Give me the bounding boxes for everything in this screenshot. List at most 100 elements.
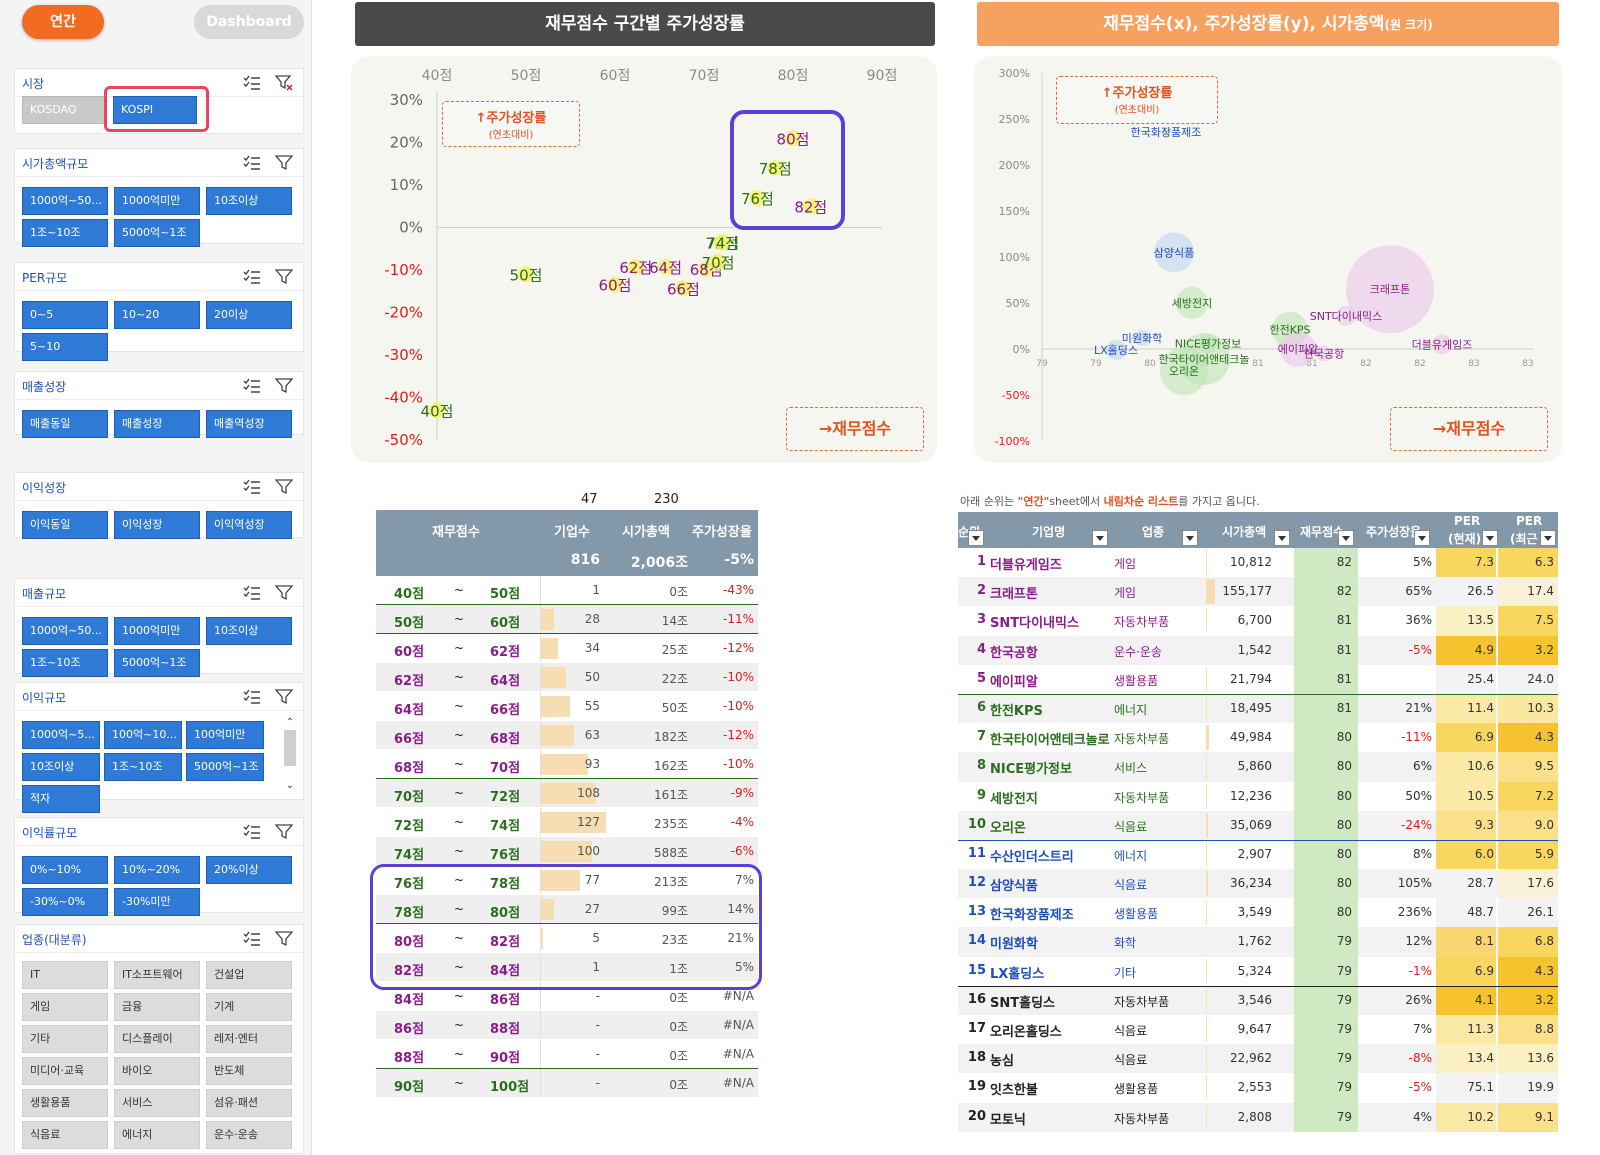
slicer-button[interactable]: 10~20 [114, 301, 200, 329]
slicer-button[interactable]: 게임 [22, 993, 108, 1021]
slicer-button[interactable]: 10조이상 [206, 617, 292, 645]
multi-select-icon[interactable] [243, 689, 261, 705]
clear-filter-icon[interactable] [275, 931, 293, 947]
ranking-row[interactable]: 4 한국공항 운수·운송 1,542 81 -5% 4.9 3.2 [958, 635, 1558, 665]
slicer-button[interactable]: 에너지 [114, 1121, 200, 1149]
ranking-row[interactable]: 6 한전KPS 에너지 18,495 81 21% 11.4 10.3 [958, 693, 1558, 724]
ret-filter-dropdown[interactable] [1414, 530, 1430, 546]
ranking-row[interactable]: 8 NICE평가정보 서비스 5,860 80 6% 10.6 9.5 [958, 752, 1558, 782]
per1-filter-dropdown[interactable] [1482, 530, 1498, 546]
score-filter-dropdown[interactable] [1338, 530, 1354, 546]
slicer-button[interactable]: 매출역성장 [206, 410, 292, 438]
multi-select-icon[interactable] [243, 479, 261, 495]
clear-filter-icon[interactable] [275, 269, 293, 285]
slicer-button[interactable]: 5000억~1조 [186, 753, 264, 781]
ranking-row[interactable]: 11 수산인더스트리 에너지 2,907 80 8% 6.0 5.9 [958, 839, 1558, 870]
slicer-button[interactable]: 1조~10조 [22, 649, 108, 677]
slicer-button[interactable]: 미디어·교육 [22, 1057, 108, 1085]
slicer-button[interactable]: 금융 [114, 993, 200, 1021]
slicer-button[interactable]: -30%미만 [114, 888, 200, 916]
clear-filter-icon[interactable] [275, 155, 293, 171]
clear-filter-icon[interactable] [275, 585, 293, 601]
slicer-button[interactable]: 기계 [206, 993, 292, 1021]
slicer-button[interactable]: 0~5 [22, 301, 108, 329]
slicer-button[interactable]: KOSPI [113, 96, 197, 124]
ranking-row[interactable]: 12 삼양식품 식음료 36,234 80 105% 28.7 17.6 [958, 869, 1558, 899]
tab-dashboard[interactable]: Dashboard [194, 5, 304, 39]
ranking-row[interactable]: 18 농심 식음료 22,962 79 -8% 13.4 13.6 [958, 1044, 1558, 1074]
slicer-button[interactable]: 1000억미만 [114, 187, 200, 215]
multi-select-icon[interactable] [243, 585, 261, 601]
multi-select-icon[interactable] [243, 824, 261, 840]
multi-select-icon[interactable] [243, 155, 261, 171]
slicer-button[interactable]: 10%~20% [114, 856, 200, 884]
slicer-button[interactable]: 건설업 [206, 961, 292, 989]
slicer-button[interactable]: 운수·운송 [206, 1121, 292, 1149]
scroll-thumb[interactable] [284, 730, 296, 766]
ranking-row[interactable]: 14 미원화학 화학 1,762 79 12% 8.1 6.8 [958, 927, 1558, 957]
ranking-row[interactable]: 5 에이피알 생활용품 21,794 81 25.4 24.0 [958, 664, 1558, 694]
slicer-button[interactable]: IT [22, 961, 108, 989]
slicer-button[interactable]: 10조이상 [22, 753, 100, 781]
ranking-row[interactable]: 1 더블유게임즈 게임 10,812 82 5% 7.3 6.3 [958, 548, 1558, 578]
slicer-button[interactable]: 20이상 [206, 301, 292, 329]
slicer-button[interactable]: 섬유·패션 [206, 1089, 292, 1117]
slicer-button[interactable]: 100억미만 [186, 721, 264, 749]
ranking-row[interactable]: 16 SNT홀딩스 자동차부품 3,546 79 26% 4.1 3.2 [958, 985, 1558, 1015]
slicer-button[interactable]: -30%~0% [22, 888, 108, 916]
slicer-button[interactable]: 적자 [22, 785, 100, 813]
ranking-row[interactable]: 2 크래프톤 게임 155,177 82 65% 26.5 17.4 [958, 577, 1558, 607]
multi-select-icon[interactable] [243, 269, 261, 285]
slicer-scrollbar[interactable]: ⌃ ⌄ [283, 717, 297, 797]
ranking-row[interactable]: 17 오리온홀딩스 식음료 9,647 79 7% 11.3 8.8 [958, 1015, 1558, 1045]
multi-select-icon[interactable] [243, 931, 261, 947]
clear-filter-icon[interactable] [275, 824, 293, 840]
slicer-button[interactable]: 5000억~1조 [114, 219, 200, 247]
ranking-row[interactable]: 7 한국타이어앤테크놀로 자동차부품 49,984 80 -11% 6.9 4.3 [958, 723, 1558, 753]
slicer-button[interactable]: 바이오 [114, 1057, 200, 1085]
slicer-button[interactable]: 서비스 [114, 1089, 200, 1117]
scroll-up-icon[interactable]: ⌃ [285, 717, 295, 728]
clear-filter-icon[interactable] [275, 479, 293, 495]
slicer-button[interactable]: 레저·엔터 [206, 1025, 292, 1053]
slicer-button[interactable]: 이익성장 [114, 511, 200, 539]
ranking-row[interactable]: 13 한국화장품제조 생활용품 3,549 80 236% 48.7 26.1 [958, 898, 1558, 928]
clear-filter-icon[interactable] [275, 378, 293, 394]
multi-select-icon[interactable] [243, 75, 261, 91]
slicer-button[interactable]: 1000억~5... [22, 721, 100, 749]
tab-annual[interactable]: 연간 [22, 5, 104, 39]
cap-filter-dropdown[interactable] [1274, 530, 1290, 546]
slicer-button[interactable]: IT소프트웨어 [114, 961, 200, 989]
scroll-down-icon[interactable]: ⌄ [285, 780, 295, 791]
per2-filter-dropdown[interactable] [1540, 530, 1556, 546]
ranking-row[interactable]: 20 모토닉 자동차부품 2,808 79 4% 10.2 9.1 [958, 1102, 1558, 1132]
ranking-row[interactable]: 3 SNT다이내믹스 자동차부품 6,700 81 36% 13.5 7.5 [958, 606, 1558, 636]
slicer-button[interactable]: 1000억~50... [22, 617, 108, 645]
slicer-button[interactable]: 5~10 [22, 333, 108, 361]
slicer-button[interactable]: 매출동일 [22, 410, 108, 438]
slicer-button[interactable]: 매출성장 [114, 410, 200, 438]
slicer-button[interactable]: 이익역성장 [206, 511, 292, 539]
slicer-button[interactable]: 100억~10... [104, 721, 182, 749]
slicer-button[interactable]: 20%이상 [206, 856, 292, 884]
slicer-button[interactable]: 1조~10조 [22, 219, 108, 247]
slicer-button[interactable]: 식음료 [22, 1121, 108, 1149]
ranking-row[interactable]: 19 잇츠한불 생활용품 2,553 79 -5% 75.1 19.9 [958, 1073, 1558, 1103]
ranking-row[interactable]: 10 오리온 식음료 35,069 80 -24% 9.3 9.0 [958, 810, 1558, 840]
multi-select-icon[interactable] [243, 378, 261, 394]
slicer-button[interactable]: 5000억~1조 [114, 649, 200, 677]
slicer-button[interactable]: 1000억미만 [114, 617, 200, 645]
slicer-button[interactable]: 반도체 [206, 1057, 292, 1085]
rank-filter-dropdown[interactable] [968, 530, 984, 546]
slicer-button[interactable]: 1조~10조 [104, 753, 182, 781]
industry-filter-dropdown[interactable] [1182, 530, 1198, 546]
ranking-row[interactable]: 15 LX홀딩스 기타 5,324 79 -1% 6.9 4.3 [958, 956, 1558, 986]
slicer-button[interactable]: 생활용품 [22, 1089, 108, 1117]
slicer-button[interactable]: 기타 [22, 1025, 108, 1053]
slicer-button[interactable]: 디스플레이 [114, 1025, 200, 1053]
ranking-row[interactable]: 9 세방전지 자동차부품 12,236 80 50% 10.5 7.2 [958, 781, 1558, 811]
slicer-button[interactable]: 10조이상 [206, 187, 292, 215]
clear-filter-icon[interactable] [275, 75, 293, 91]
slicer-button[interactable]: 이익동일 [22, 511, 108, 539]
slicer-button[interactable]: 1000억~50... [22, 187, 108, 215]
